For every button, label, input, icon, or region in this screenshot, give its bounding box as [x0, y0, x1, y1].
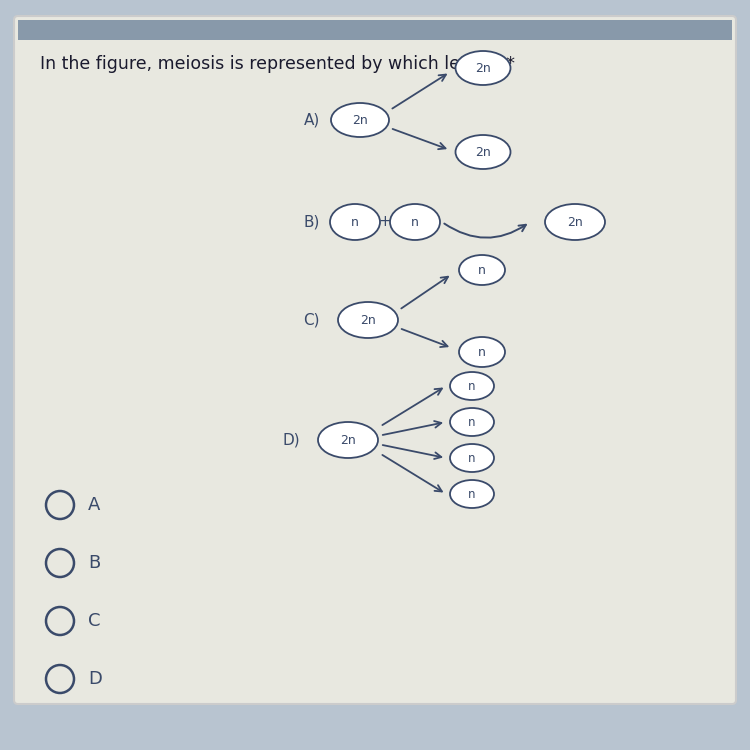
Ellipse shape	[330, 204, 380, 240]
Ellipse shape	[459, 337, 505, 367]
Text: 2n: 2n	[476, 146, 490, 158]
Text: D: D	[88, 670, 102, 688]
Text: C): C)	[304, 313, 320, 328]
Text: B: B	[88, 554, 100, 572]
FancyBboxPatch shape	[14, 16, 736, 704]
Ellipse shape	[331, 103, 389, 137]
Text: A: A	[88, 496, 100, 514]
Text: +: +	[379, 214, 392, 230]
Text: 2n: 2n	[360, 314, 376, 326]
Text: D): D)	[282, 433, 300, 448]
Text: 2n: 2n	[567, 215, 583, 229]
Ellipse shape	[450, 372, 494, 400]
Ellipse shape	[450, 408, 494, 436]
Text: n: n	[468, 416, 476, 428]
Text: n: n	[478, 263, 486, 277]
Ellipse shape	[450, 444, 494, 472]
Text: n: n	[468, 380, 476, 392]
Ellipse shape	[455, 135, 511, 169]
Text: 2n: 2n	[476, 62, 490, 74]
Ellipse shape	[318, 422, 378, 458]
Text: In the figure, meiosis is represented by which letter? *: In the figure, meiosis is represented by…	[40, 55, 515, 73]
Bar	[18, 20, 732, 40]
Text: C: C	[88, 612, 100, 630]
Text: n: n	[468, 488, 476, 500]
Ellipse shape	[390, 204, 440, 240]
Ellipse shape	[545, 204, 605, 240]
Ellipse shape	[338, 302, 398, 338]
Text: n: n	[478, 346, 486, 358]
Ellipse shape	[455, 51, 511, 85]
Text: 2n: 2n	[340, 433, 356, 446]
Text: n: n	[411, 215, 419, 229]
Text: A): A)	[304, 112, 320, 128]
Text: 2n: 2n	[352, 113, 368, 127]
Ellipse shape	[459, 255, 505, 285]
Text: B): B)	[304, 214, 320, 230]
Text: n: n	[351, 215, 359, 229]
Text: n: n	[468, 452, 476, 464]
Ellipse shape	[450, 480, 494, 508]
